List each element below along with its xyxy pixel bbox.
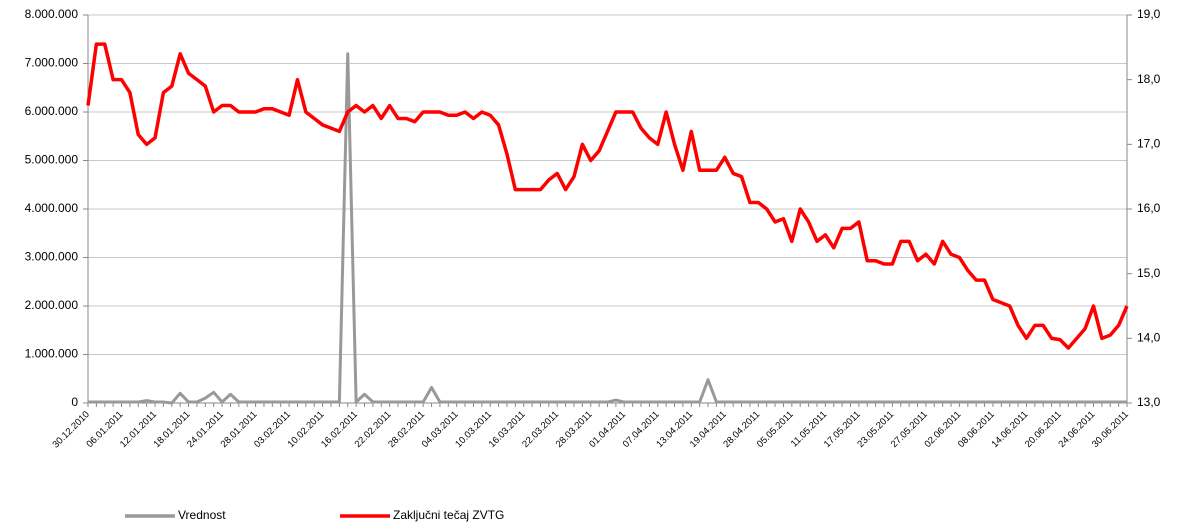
y-tick-label: 6.000.000 <box>25 104 79 118</box>
legend-label: Vrednost <box>178 508 226 522</box>
y-tick-label: 7.000.000 <box>25 56 79 70</box>
series-line <box>88 52 1127 405</box>
y2-tick-label: 16,0 <box>1137 201 1161 215</box>
y-tick-label: 5.000.000 <box>25 153 79 167</box>
y-tick-label: 8.000.000 <box>25 7 79 21</box>
x-tick-label: 30.06.2011 <box>1090 409 1131 450</box>
y-tick-label: 0 <box>71 395 78 409</box>
y-tick-label: 4.000.000 <box>25 201 79 215</box>
y2-tick-label: 18,0 <box>1137 72 1161 86</box>
y2-tick-label: 13,0 <box>1137 395 1161 409</box>
y2-tick-label: 15,0 <box>1137 266 1161 280</box>
y-tick-label: 1.000.000 <box>25 347 79 361</box>
y-tick-label: 3.000.000 <box>25 250 79 264</box>
y2-tick-label: 17,0 <box>1137 137 1161 151</box>
y2-tick-label: 19,0 <box>1137 7 1161 21</box>
legend-label: Zaključni tečaj ZVTG <box>393 508 504 522</box>
series-line <box>86 42 1129 350</box>
y2-tick-label: 14,0 <box>1137 331 1161 345</box>
y-tick-label: 2.000.000 <box>25 298 79 312</box>
